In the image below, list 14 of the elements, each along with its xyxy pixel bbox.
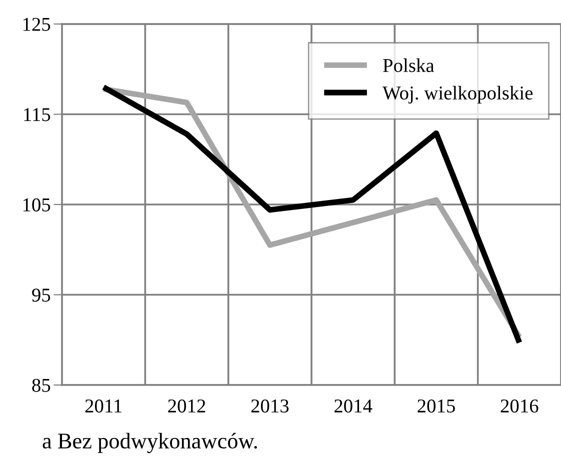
x-tick-label: 2014 [334, 399, 372, 413]
x-tick-label: 2015 [418, 399, 455, 413]
y-tick-label: 105 [23, 198, 50, 212]
x-tick-label: 2012 [168, 399, 206, 413]
text: a Bez podwykonawców. [42, 432, 257, 454]
y-tick-label: 125 [23, 18, 50, 31]
x-tick-label: 2016 [500, 399, 538, 413]
x-tick-label: 2013 [251, 399, 289, 413]
x-tick-label: 2011 [85, 399, 122, 413]
legend-label: Polska [383, 58, 434, 72]
y-tick-label: 115 [24, 108, 50, 122]
y-tick-label: 95 [32, 288, 50, 302]
legend-label: Woj. wielkopolskie [382, 86, 533, 104]
y-tick-label: 85 [32, 378, 50, 392]
